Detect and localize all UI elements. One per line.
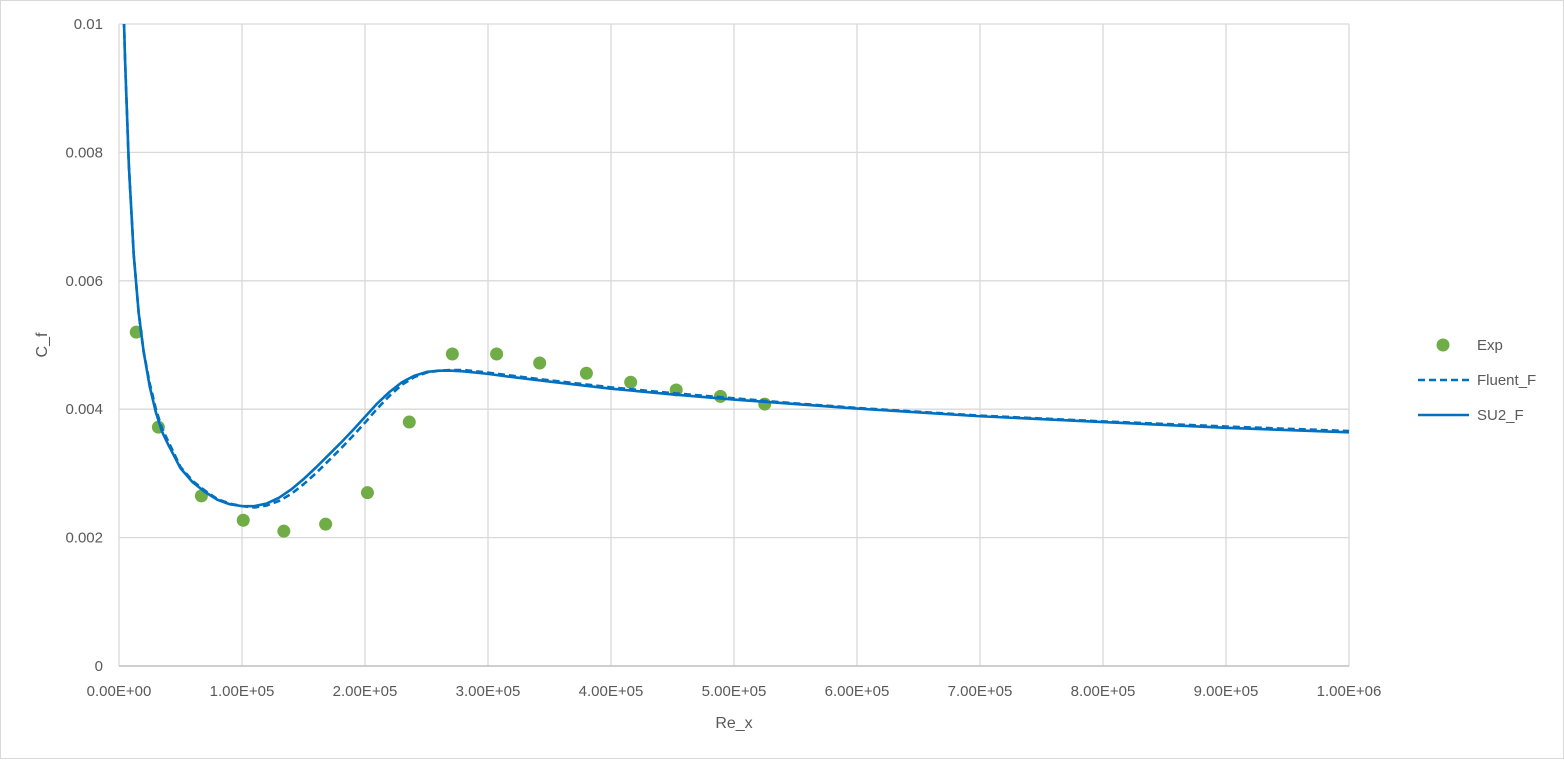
x-tick-label: 0.00E+00: [87, 683, 152, 700]
legend-label-su2-f: SU2_F: [1477, 407, 1524, 424]
x-axis-title: Re_x: [715, 715, 752, 732]
exp-point: [277, 524, 291, 538]
exp-point: [533, 356, 547, 370]
x-tick-label: 1.00E+05: [210, 683, 275, 700]
axis-layer: [118, 24, 1349, 667]
x-tick-label: 8.00E+05: [1071, 683, 1136, 700]
exp-point: [490, 347, 504, 361]
exp-point: [758, 397, 772, 411]
y-tick-label: 0.008: [65, 144, 103, 161]
fluent-f-line: [122, 24, 1350, 509]
label-layer: 0.00E+00 1.00E+05 2.00E+05 3.00E+05 4.00E+05…: [65, 16, 1381, 700]
y-tick-label: 0.006: [65, 273, 103, 290]
exp-point: [402, 415, 416, 429]
grid-layer: [119, 23, 1350, 666]
x-tick-label: 1.00E+06: [1317, 683, 1382, 700]
exp-point: [319, 517, 333, 531]
legend-label-fluent-f: Fluent_F: [1477, 372, 1536, 389]
x-tick-label: 6.00E+05: [825, 683, 890, 700]
su2-f-line: [122, 24, 1350, 508]
exp-point: [360, 486, 374, 500]
x-tick-label: 7.00E+05: [948, 683, 1013, 700]
y-tick-label: 0: [95, 658, 103, 675]
exp-point: [236, 513, 250, 527]
y-tick-label: 0.01: [74, 16, 103, 33]
x-tick-label: 4.00E+05: [579, 683, 644, 700]
exp-point: [579, 366, 593, 380]
legend-marker-exp: [1436, 338, 1450, 352]
y-tick-label: 0.002: [65, 530, 103, 547]
y-axis-title: C_f: [34, 332, 51, 357]
series-layer: [122, 24, 1350, 538]
x-tick-label: 3.00E+05: [456, 683, 521, 700]
legend: Exp Fluent_F SU2_F: [1418, 337, 1536, 424]
legend-label-exp: Exp: [1477, 337, 1503, 354]
x-tick-label: 2.00E+05: [333, 683, 398, 700]
exp-point: [445, 347, 459, 361]
x-tick-label: 5.00E+05: [702, 683, 767, 700]
x-tick-label: 9.00E+05: [1194, 683, 1259, 700]
y-tick-label: 0.004: [65, 401, 103, 418]
exp-point: [624, 375, 638, 389]
